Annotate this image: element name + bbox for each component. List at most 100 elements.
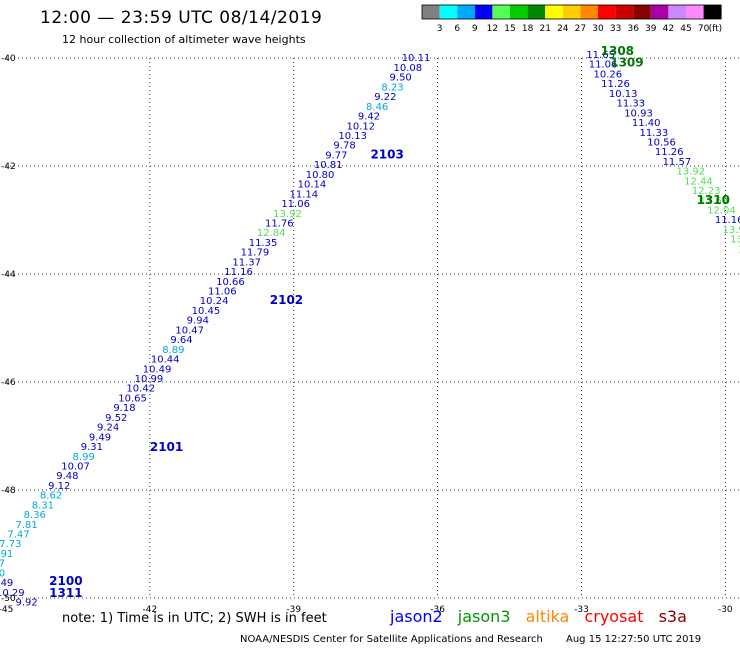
- wave-height-label: 8.20: [0, 568, 5, 579]
- wave-height-label: 8.36: [24, 510, 46, 521]
- colorbar-swatch: [562, 5, 581, 19]
- wave-height-label: 11.06: [208, 287, 237, 298]
- wave-height-label: 11.79: [241, 248, 270, 259]
- colorbar-label: 45: [680, 24, 691, 34]
- wave-height-label: 13.92: [273, 209, 302, 220]
- wave-height-label: 9.24: [97, 423, 119, 434]
- colorbar-label: 24: [557, 24, 569, 34]
- colorbar-swatch: [492, 5, 510, 19]
- lat-tick-label: -42: [1, 162, 16, 172]
- wave-height-label: 10.66: [216, 277, 245, 288]
- wave-height-label: 11.26: [601, 79, 630, 90]
- colorbar-label: 18: [522, 24, 534, 34]
- satellite-legend: jason2 jason3 altika cryosat s3a: [390, 607, 697, 626]
- wave-height-label: 9.22: [374, 92, 396, 103]
- generated-timestamp: Aug 15 12:27:50 UTC 2019: [566, 634, 702, 645]
- wave-height-label: 10.44: [151, 355, 180, 366]
- wave-height-label: 8.89: [162, 345, 184, 356]
- colorbar-swatch: [598, 5, 616, 19]
- colorbar-label: 3: [437, 24, 443, 34]
- wave-height-label: 7.73: [0, 539, 21, 550]
- colorbar-swatch: [650, 5, 669, 19]
- wave-height-label: 7.81: [15, 520, 37, 531]
- wave-height-label: 11.33: [640, 128, 669, 139]
- wave-height-label: 9.49: [0, 578, 13, 589]
- wave-height-label: 7.91: [0, 549, 13, 560]
- wave-height-label: 12.23: [692, 186, 721, 197]
- colorbar-label: 30: [592, 24, 604, 34]
- wave-height-label: 10.80: [306, 170, 335, 181]
- wave-height-label: 10.56: [647, 137, 676, 148]
- colorbar-swatch: [633, 5, 651, 19]
- lat-tick-label: -48: [1, 486, 16, 496]
- lat-tick-label: -44: [1, 270, 16, 280]
- wave-height-label: 7.47: [7, 530, 29, 541]
- wave-height-label: 11.16: [715, 215, 740, 226]
- lon-tick-label: -39: [286, 605, 301, 615]
- wave-height-label: 10.99: [135, 374, 164, 385]
- page-title: 12:00 — 23:59 UTC 08/14/2019: [40, 8, 323, 28]
- wave-height-label: 10.81: [314, 160, 343, 171]
- colorbar-label: 70: [698, 24, 710, 34]
- orbit-pass-label: 2101: [150, 440, 183, 454]
- orbit-pass-label: 1310: [697, 193, 730, 207]
- wave-height-label: 9.77: [325, 150, 347, 161]
- legend-s3a: s3a: [658, 607, 687, 626]
- wave-height-label: 8.46: [366, 102, 388, 113]
- colorbar-swatch: [686, 5, 704, 19]
- wave-height-label: 10.13: [609, 89, 638, 100]
- colorbar-label: 9: [472, 24, 478, 34]
- colorbar-label: 36: [627, 24, 639, 34]
- colorbar-swatch: [510, 5, 528, 19]
- wave-height-label: 11.57: [663, 157, 692, 168]
- wave-height-label: 9.48: [56, 471, 78, 482]
- orbit-pass-label: 2103: [370, 147, 403, 161]
- wave-height-label: 13.93: [730, 235, 740, 246]
- wave-height-label: 9.49: [89, 432, 111, 443]
- colorbar-swatch: [457, 5, 475, 19]
- colorbar-swatch: [527, 5, 546, 19]
- wave-height-label: 9.52: [105, 413, 127, 424]
- wave-height-label: 9.92: [15, 598, 37, 609]
- wave-height-label: 12.69: [699, 196, 728, 207]
- credit-line: NOAA/NESDIS Center for Satellite Applica…: [240, 634, 543, 645]
- wave-height-label: 10.29: [0, 588, 25, 599]
- wave-height-label: 12.84: [257, 228, 286, 239]
- wave-height-label: 9.64: [170, 335, 192, 346]
- wave-height-label: 13.92: [676, 167, 705, 178]
- wave-height-label: 10.93: [624, 108, 653, 119]
- wave-height-label: 11.76: [265, 218, 294, 229]
- lon-tick-label: -42: [143, 605, 158, 615]
- orbit-pass-label: 2102: [270, 293, 303, 307]
- wave-height-label: 12.04: [707, 206, 736, 217]
- wave-height-label: 9.94: [187, 316, 209, 327]
- page-subtitle: 12 hour collection of altimeter wave hei…: [62, 33, 306, 46]
- wave-height-label: 10.26: [594, 69, 623, 80]
- wave-height-label: 10.11: [402, 53, 431, 64]
- wave-height-label: 9.78: [333, 141, 355, 152]
- wave-height-label: 10.13: [338, 131, 367, 142]
- lat-tick-label: -50: [1, 594, 16, 604]
- wave-height-label: 10.42: [126, 384, 155, 395]
- orbit-pass-label: 1308: [601, 44, 634, 58]
- wave-height-label: 11.35: [249, 238, 278, 249]
- wave-height-label: 10.65: [118, 393, 147, 404]
- wave-height-label: 10.47: [175, 325, 204, 336]
- wave-height-label: 11.16: [224, 267, 253, 278]
- wave-height-label: 10.24: [200, 296, 229, 307]
- legend-altika: altika: [525, 607, 570, 626]
- colorbar: 3 6 9 12 15 18 21 24 27 30 33 36 39 42 45 70 (ft): [421, 4, 722, 34]
- wave-height-label: 11.40: [632, 118, 661, 129]
- wave-height-label: 9.42: [358, 112, 380, 123]
- wave-height-label: 8.31: [32, 500, 54, 511]
- wave-height-label: 10.49: [143, 364, 172, 375]
- wave-height-label: 9.50: [390, 73, 412, 84]
- orbit-pass-label: 2100: [49, 574, 82, 588]
- colorbar-swatch: [668, 5, 686, 19]
- wave-height-label: 12.44: [684, 176, 713, 187]
- wave-height-label: 11.26: [655, 147, 684, 158]
- wave-height-label: 13.90: [723, 225, 740, 236]
- wave-height-label: 11.33: [617, 99, 646, 110]
- colorbar-label: 6: [454, 24, 460, 34]
